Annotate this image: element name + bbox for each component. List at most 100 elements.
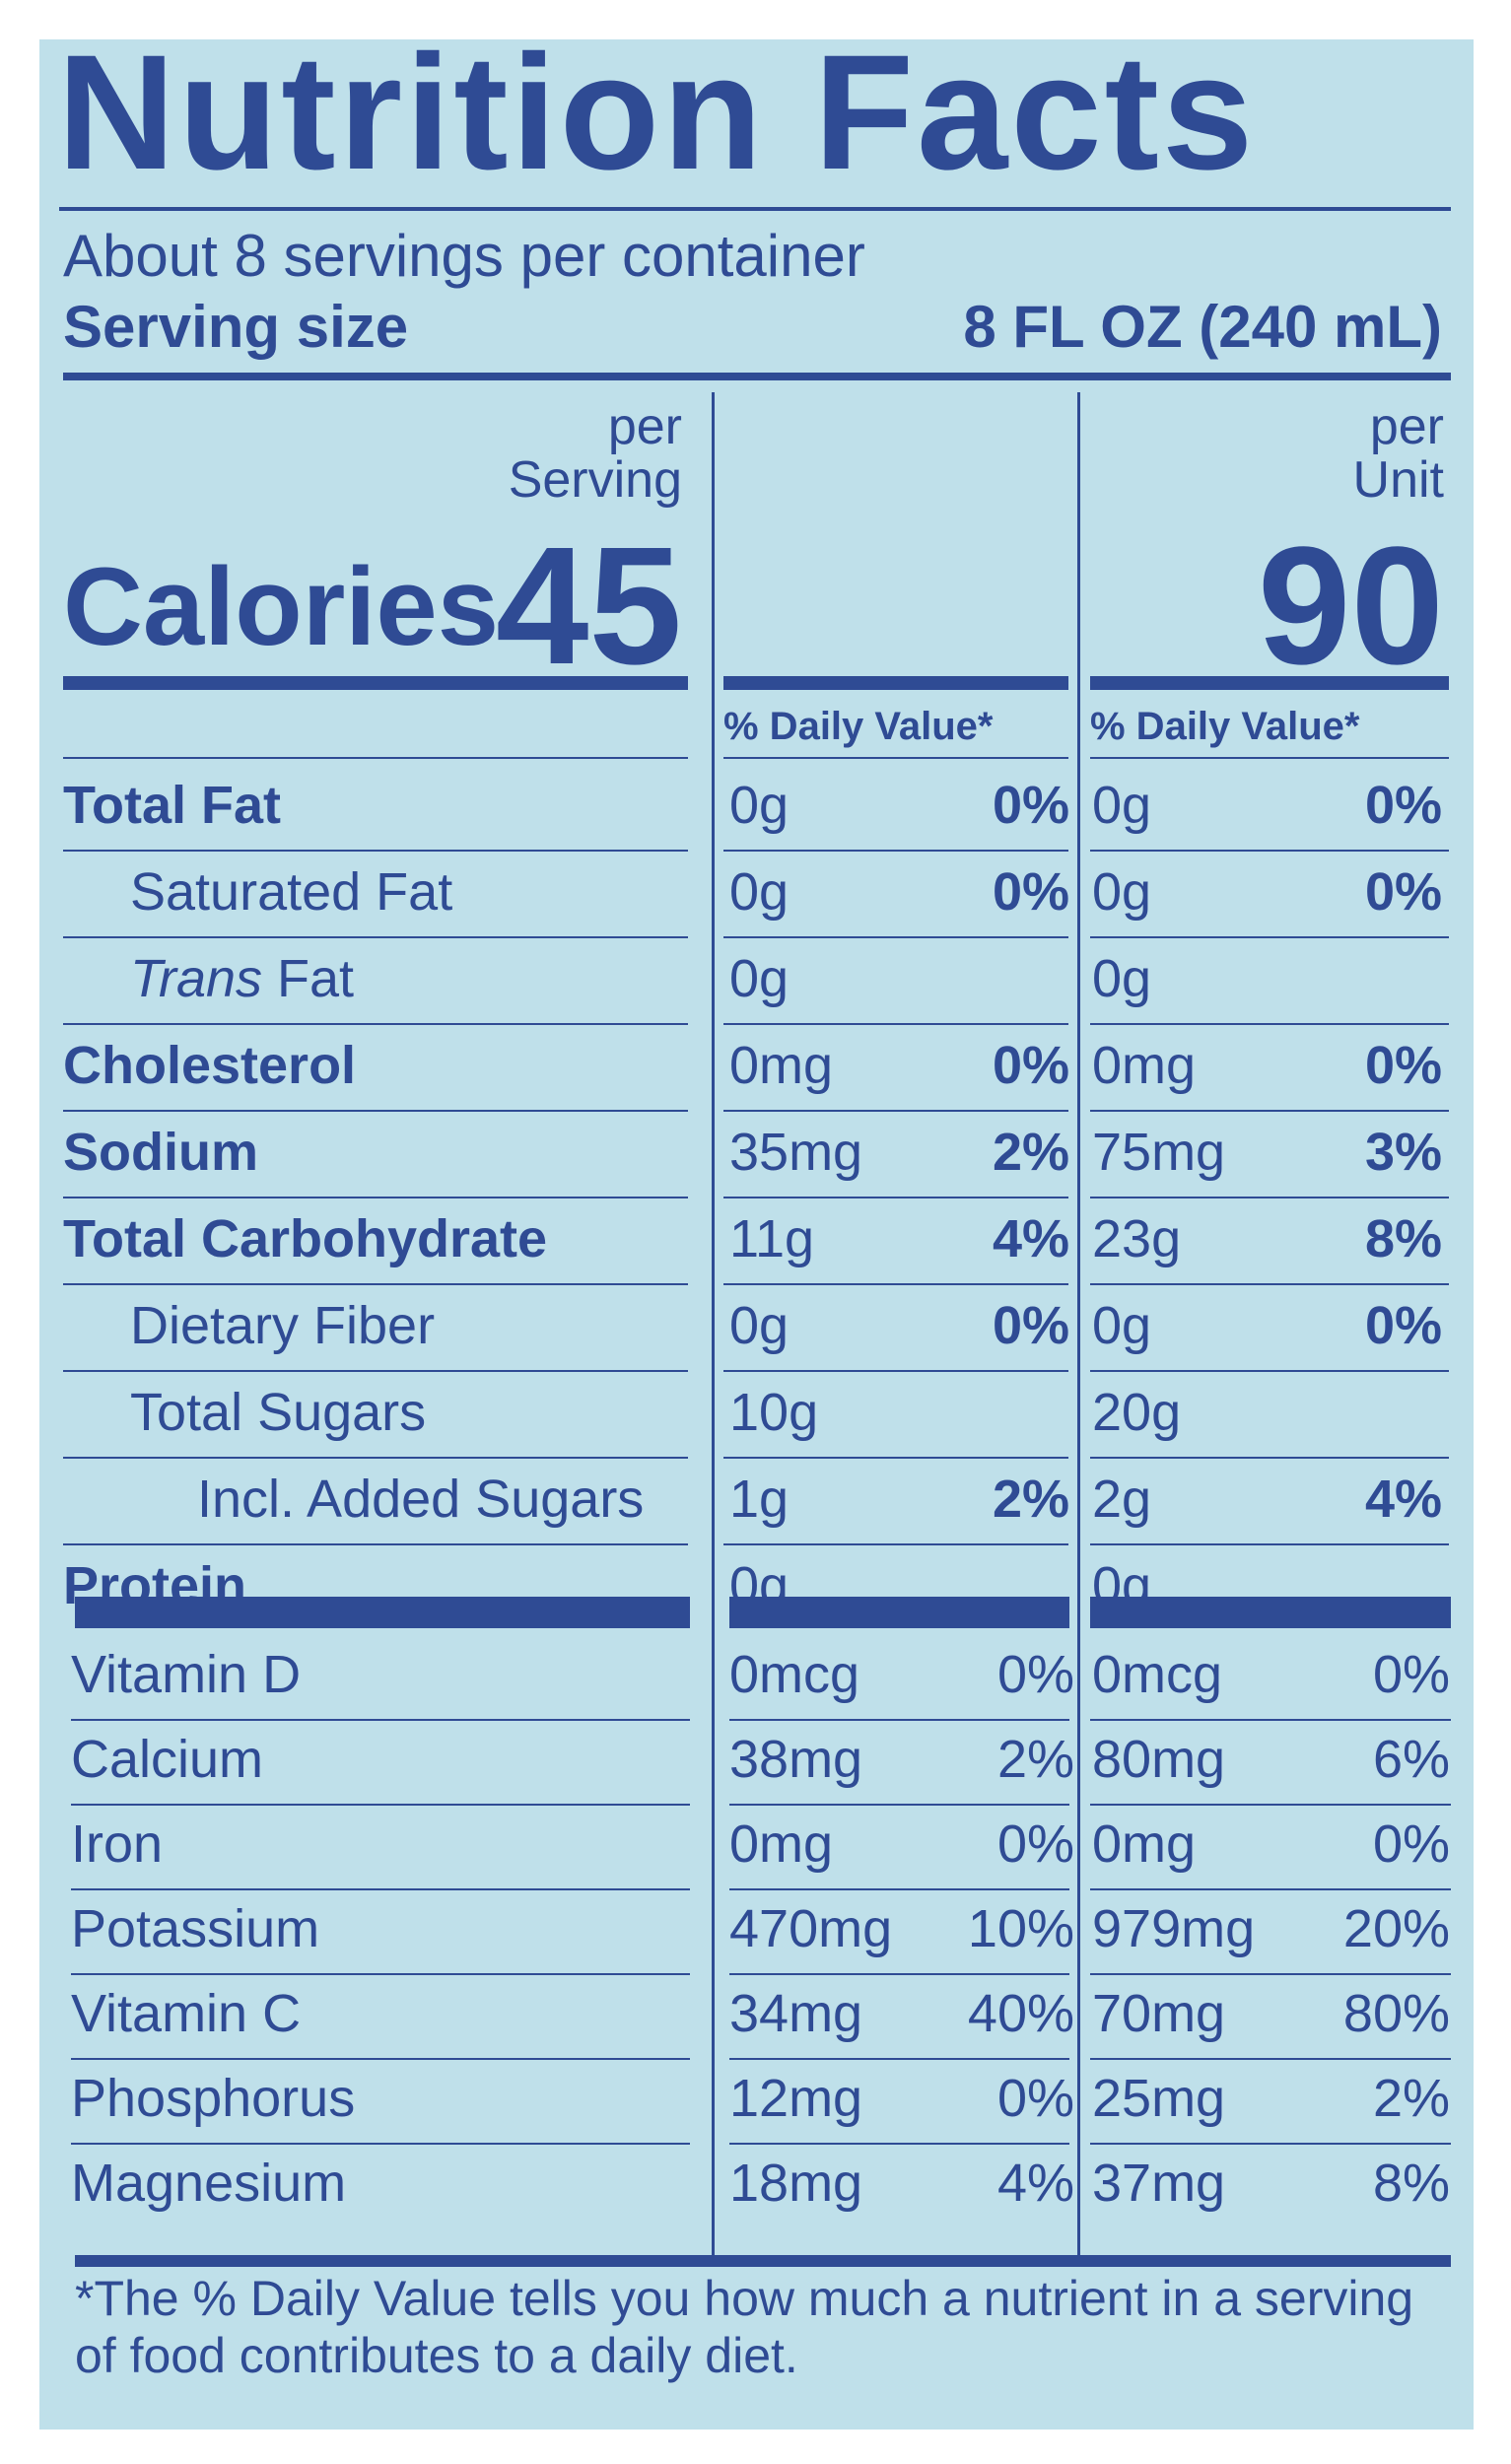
- serving-amount: 1g: [729, 1470, 790, 1529]
- serving-size-label: Serving size: [63, 294, 409, 360]
- unit-dv: 0%: [1364, 776, 1442, 835]
- vitamin-serving-dv: 0%: [996, 1645, 1074, 1704]
- vitamin-rule-name: [71, 1888, 690, 1890]
- vitamin-unit-amount: 0mcg: [1092, 1645, 1223, 1704]
- vitamin-serving-amount: 38mg: [729, 1730, 863, 1789]
- row-rule-serving: [723, 936, 1068, 938]
- vitamin-rule-name: [71, 2143, 690, 2145]
- vitamin-serving-dv: 2%: [996, 1730, 1074, 1789]
- serving-size-divider: [63, 373, 1451, 380]
- serving-amount: 35mg: [729, 1123, 863, 1182]
- unit-amount: 75mg: [1092, 1123, 1226, 1182]
- nutrient-name: Cholesterol: [63, 1036, 357, 1095]
- vitamin-rule-unit: [1090, 2143, 1451, 2145]
- row-rule-unit: [1090, 1197, 1449, 1198]
- unit-dv: 0%: [1364, 1296, 1442, 1355]
- unit-amount: 0g: [1092, 776, 1152, 835]
- per-unit-unit: Unit: [1352, 451, 1444, 509]
- dv-header-serving: % Daily Value*: [723, 705, 994, 748]
- vitamin-unit-dv: 0%: [1372, 1645, 1450, 1704]
- vitamin-unit-dv: 8%: [1372, 2154, 1450, 2213]
- nutrient-name: Saturated Fat: [130, 862, 453, 922]
- serving-dv: 0%: [992, 862, 1069, 922]
- vitamin-serving-amount: 18mg: [729, 2154, 863, 2213]
- vitamin-serving-amount: 12mg: [729, 2069, 863, 2128]
- calories-label: Calories: [63, 545, 499, 668]
- footnote: *The % Daily Value tells you how much a …: [75, 2271, 1414, 2383]
- vitamin-unit-dv: 20%: [1342, 1899, 1450, 1958]
- vitamin-serving-dv: 4%: [996, 2154, 1074, 2213]
- row-rule-serving: [723, 1197, 1068, 1198]
- row-rule-serving: [723, 1370, 1068, 1372]
- vitamin-rule-unit: [1090, 2058, 1451, 2060]
- vitamin-rule-unit: [1090, 1973, 1451, 1975]
- serving-amount: 10g: [729, 1383, 819, 1442]
- serving-dv: 2%: [992, 1470, 1069, 1529]
- vitamin-serving-dv: 0%: [996, 2069, 1074, 2128]
- unit-amount: 20g: [1092, 1383, 1182, 1442]
- row-rule-name: [63, 1283, 688, 1285]
- column-divider-left: [712, 392, 715, 2267]
- row-rule-name: [63, 1023, 688, 1025]
- serving-dv: 0%: [992, 1296, 1069, 1355]
- serving-amount: 0g: [729, 1296, 790, 1355]
- title-divider: [59, 207, 1451, 211]
- row-rule-serving: [723, 850, 1068, 852]
- vitamin-name: Phosphorus: [71, 2069, 356, 2128]
- serving-amount: 0g: [729, 949, 790, 1008]
- vitamin-rule-unit: [1090, 1888, 1451, 1890]
- vitamin-name: Magnesium: [71, 2154, 347, 2213]
- vitamin-unit-dv: 80%: [1342, 1984, 1450, 2043]
- row-rule-serving: [723, 1543, 1068, 1545]
- vitamin-rule-name: [71, 1804, 690, 1806]
- vitamin-rule-serving: [729, 1719, 1069, 1721]
- vitamin-serving-amount: 34mg: [729, 1984, 863, 2043]
- vitamin-rule-serving: [729, 1888, 1069, 1890]
- serving-dv: 4%: [992, 1209, 1069, 1268]
- vitamin-rule-name: [71, 1973, 690, 1975]
- row-rule-unit: [1090, 850, 1449, 852]
- per-serving-unit: Serving: [508, 451, 682, 509]
- vitamin-serving-amount: 0mcg: [729, 1645, 860, 1704]
- nutrition-facts-label: Nutrition Facts About 8 servings per con…: [39, 39, 1474, 2430]
- vitamin-rule-serving: [729, 2143, 1069, 2145]
- row-rule-name: [63, 1110, 688, 1112]
- per-unit-header: per Unit: [1353, 400, 1444, 507]
- row-rule-name: [63, 850, 688, 852]
- unit-amount: 2g: [1092, 1470, 1152, 1529]
- row-rule-serving: [723, 1023, 1068, 1025]
- nutrient-name: Sodium: [63, 1123, 258, 1182]
- servings-per-container: About 8 servings per container: [63, 223, 865, 289]
- vitamin-rule-unit: [1090, 1804, 1451, 1806]
- nutrient-name: Incl. Added Sugars: [197, 1470, 645, 1529]
- calories-rule-serving: [723, 676, 1068, 690]
- calories-rule-unit: [1090, 676, 1449, 690]
- unit-dv: 3%: [1364, 1123, 1442, 1182]
- vitamin-unit-amount: 979mg: [1092, 1899, 1256, 1958]
- footnote-divider: [75, 2255, 1451, 2267]
- vitamin-rule-serving: [729, 2058, 1069, 2060]
- vitamin-unit-amount: 80mg: [1092, 1730, 1226, 1789]
- unit-amount: 0g: [1092, 1296, 1152, 1355]
- vitamin-unit-amount: 25mg: [1092, 2069, 1226, 2128]
- row-rule-name: [63, 1543, 688, 1545]
- vitamin-serving-amount: 470mg: [729, 1899, 893, 1958]
- vitamin-unit-dv: 0%: [1372, 1814, 1450, 1874]
- row-rule-name: [63, 936, 688, 938]
- unit-amount: 0g: [1092, 949, 1152, 1008]
- row-rule-unit: [1090, 1283, 1449, 1285]
- serving-dv: 0%: [992, 776, 1069, 835]
- label-title: Nutrition Facts: [57, 39, 1257, 204]
- vitamin-band-name: [75, 1597, 690, 1628]
- vitamin-unit-amount: 37mg: [1092, 2154, 1226, 2213]
- nutrient-name-suffix: Fat: [262, 949, 355, 1008]
- row-rule-name: [63, 1197, 688, 1198]
- unit-dv: 0%: [1364, 862, 1442, 922]
- nutrient-name-italic: Trans: [130, 949, 263, 1008]
- unit-amount: 23g: [1092, 1209, 1182, 1268]
- serving-amount: 0mg: [729, 1036, 834, 1095]
- vitamin-rule-unit: [1090, 1719, 1451, 1721]
- column-divider-right: [1077, 392, 1080, 2267]
- nutrient-name: Dietary Fiber: [130, 1296, 436, 1355]
- vitamin-band-unit: [1090, 1597, 1451, 1628]
